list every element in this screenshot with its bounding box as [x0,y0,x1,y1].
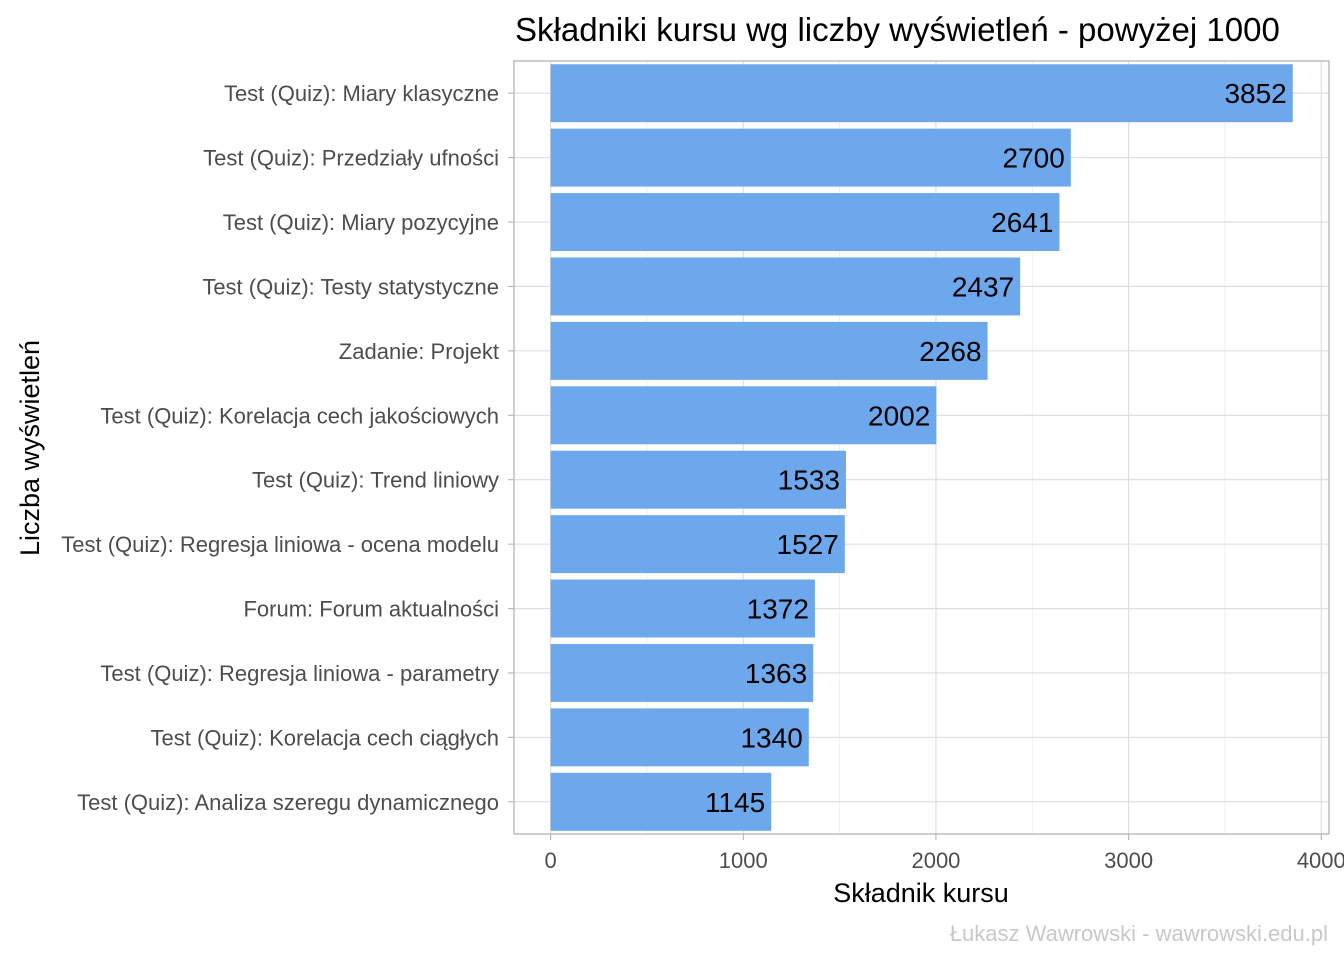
bars [550,64,1293,831]
x-tick-label: 1000 [719,848,768,873]
category-label: Test (Quiz): Regresja liniowa - ocena mo… [61,532,499,557]
x-tick-label: 2000 [911,848,960,873]
value-label: 2641 [991,207,1053,238]
value-labels: 3852 2700 2641 2437 2268 2002 1533 1527 1372 1363… [705,78,1287,818]
bar [550,515,845,574]
chart-title: Składniki kursu wg liczby wyświetleń - p… [515,11,1280,48]
value-label: 2268 [919,336,981,367]
category-label: Forum: Forum aktualności [243,597,499,622]
category-label: Test (Quiz): Miary klasyczne [224,81,499,106]
bar [550,643,814,702]
bar [550,257,1021,316]
bar [550,193,1060,252]
y-axis-title: Liczba wyświetleń [15,340,45,556]
category-label: Test (Quiz): Regresja liniowa - parametr… [100,661,499,686]
value-label: 3852 [1224,78,1286,109]
value-label: 2700 [1003,143,1065,174]
x-tick-label: 3000 [1104,848,1153,873]
category-label: Test (Quiz): Miary pozycyjne [223,210,499,235]
value-label: 1372 [747,594,809,625]
category-label: Test (Quiz): Trend liniowy [252,468,499,493]
bar [550,386,937,445]
bar [550,128,1071,187]
x-tick-label: 4000 [1297,848,1344,873]
category-label: Test (Quiz): Korelacja cech jakościowych [100,403,499,428]
bar [550,321,988,380]
x-axis-title: Składnik kursu [833,878,1009,908]
category-label: Test (Quiz): Testy statystyczne [202,274,499,299]
value-label: 1527 [777,529,839,560]
bar [550,64,1293,123]
bar [550,450,846,509]
x-axis-ticks: 0 1000 2000 3000 4000 [544,834,1344,873]
panel-border [513,60,1330,835]
value-label: 1363 [745,658,807,689]
bar [550,772,772,831]
category-label: Test (Quiz): Przedziały ufności [203,146,499,171]
bar [550,708,809,767]
x-tick-label: 0 [544,848,556,873]
caption: Łukasz Wawrowski - wawrowski.edu.pl [950,921,1328,946]
category-label: Test (Quiz): Analiza szeregu dynamiczneg… [77,790,499,815]
category-labels: Test (Quiz): Miary klasyczne Test (Quiz):… [61,81,514,815]
value-label: 1533 [778,465,840,496]
category-label: Zadanie: Projekt [339,339,499,364]
category-label: Test (Quiz): Korelacja cech ciągłych [151,725,499,750]
value-label: 1340 [740,722,802,753]
value-label: 2437 [952,271,1014,302]
value-label: 2002 [868,400,930,431]
value-label: 1145 [705,787,765,818]
bar [550,579,815,638]
